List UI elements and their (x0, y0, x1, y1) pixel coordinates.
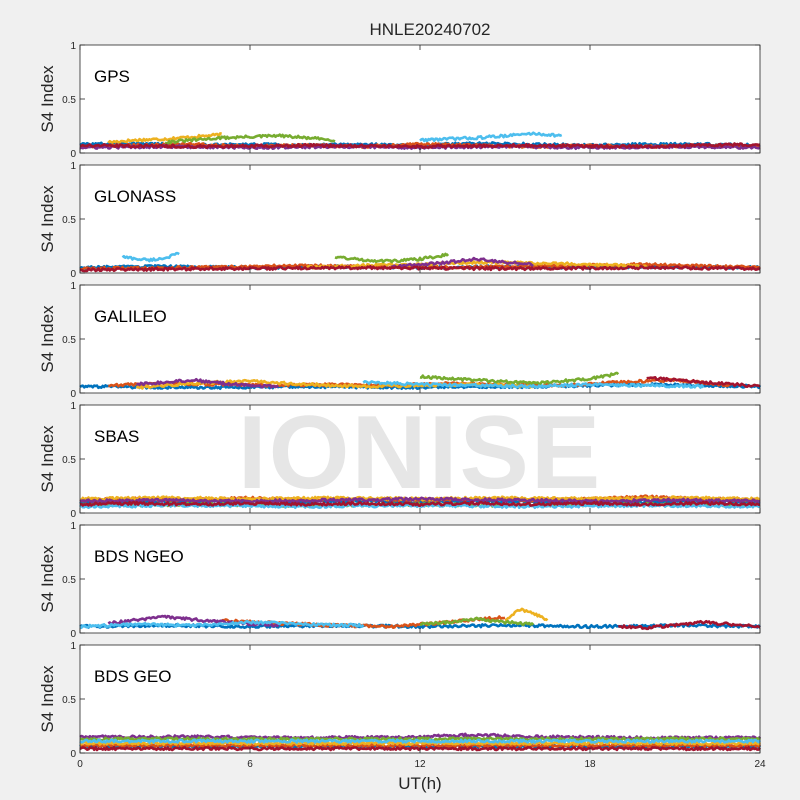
panel-label: GPS (94, 67, 130, 86)
series-line-5 (334, 252, 450, 264)
y-tick-label: 1 (70, 281, 76, 292)
panel-label: SBAS (94, 427, 139, 446)
y-axis-label: S4 Index (38, 65, 57, 133)
series-line-4 (79, 496, 761, 504)
y-axis-label: S4 Index (38, 425, 57, 493)
y-tick-label: 0.5 (62, 575, 76, 586)
y-tick-label: 0 (70, 269, 76, 280)
series-line-4 (391, 256, 534, 269)
y-axis-label: S4 Index (38, 665, 57, 733)
series-line-6 (79, 619, 365, 630)
plot-area (80, 285, 760, 393)
panel-label: BDS GEO (94, 667, 171, 686)
series-line-6 (419, 131, 563, 143)
series-line-6 (362, 380, 705, 389)
plot-area (80, 45, 760, 153)
y-tick-label: 0.5 (62, 335, 76, 346)
series-line-6 (121, 251, 180, 263)
x-tick-label: 6 (247, 759, 253, 770)
y-tick-label: 1 (70, 641, 76, 652)
panel-gps: 0 0.5 1 GPS S4 Index (38, 41, 761, 160)
x-tick-label: 18 (584, 759, 596, 770)
y-tick-label: 0.5 (62, 455, 76, 466)
x-tick-label: 0 (77, 759, 83, 770)
panel-bds-geo: 0 0.5 1 0 6 12 18 24 BDS GEO S4 Index (38, 641, 766, 770)
series-line-7 (617, 619, 761, 631)
y-tick-label: 0 (70, 629, 76, 640)
y-tick-label: 1 (70, 521, 76, 532)
panels-group: 0 0.5 1 GPS S4 Index 0 0.5 1 GLONASS S4 Index 0 0.5… (38, 41, 766, 770)
series-line-7 (646, 376, 761, 388)
plot-area (80, 165, 760, 273)
y-tick-label: 1 (70, 41, 76, 52)
panel-bds-ngeo: 0 0.5 1 BDS NGEO S4 Index (38, 521, 761, 640)
series-line-7 (79, 142, 761, 149)
panel-label: GLONASS (94, 187, 176, 206)
series-line-6 (79, 738, 762, 744)
x-tick-label: 12 (414, 759, 426, 770)
y-tick-label: 1 (70, 161, 76, 172)
series-line-5 (420, 616, 535, 627)
y-axis-label: S4 Index (38, 185, 57, 253)
series-line-7 (79, 500, 761, 507)
x-axis-label: UT(h) (398, 774, 441, 793)
series-line-3 (504, 607, 549, 622)
series-line-5 (419, 371, 620, 386)
y-tick-label: 0 (70, 149, 76, 160)
panel-sbas: 0 0.5 1 SBAS S4 Index (38, 401, 761, 520)
series-line-3 (305, 259, 648, 270)
y-tick-label: 0 (70, 509, 76, 520)
panel-label: BDS NGEO (94, 547, 184, 566)
series-line-4 (107, 614, 280, 628)
y-tick-label: 0.5 (62, 695, 76, 706)
y-tick-label: 1 (70, 401, 76, 412)
y-tick-label: 0.5 (62, 215, 76, 226)
y-tick-label: 0.5 (62, 95, 76, 106)
y-axis-label: S4 Index (38, 305, 57, 373)
y-tick-label: 0 (70, 749, 76, 760)
series-line-5 (164, 133, 336, 145)
chart-title: HNLE20240702 (370, 20, 491, 39)
series-line-4 (136, 377, 280, 389)
plot-area (80, 525, 760, 633)
y-axis-label: S4 Index (38, 545, 57, 613)
panel-galileo: 0 0.5 1 GALILEO S4 Index (38, 281, 762, 400)
series-line-7 (79, 265, 761, 273)
panel-glonass: 0 0.5 1 GLONASS S4 Index (38, 161, 761, 280)
y-tick-label: 0 (70, 389, 76, 400)
series-line-3 (107, 132, 222, 144)
x-tick-label: 24 (754, 759, 766, 770)
panel-label: GALILEO (94, 307, 167, 326)
